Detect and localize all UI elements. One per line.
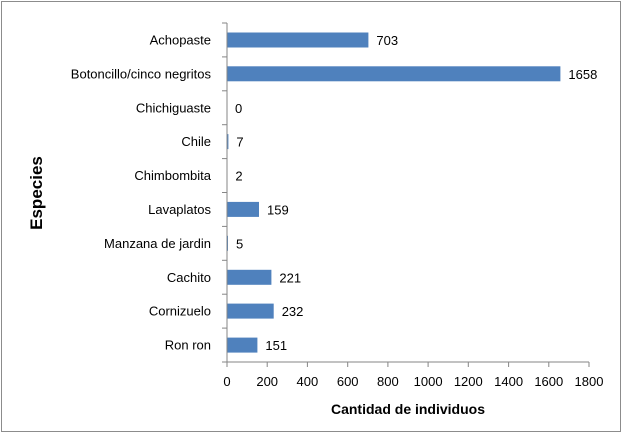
category-label: Cachito [167, 270, 211, 285]
data-label: 0 [235, 101, 242, 116]
data-label: 7 [236, 135, 243, 150]
data-label: 1658 [568, 67, 597, 82]
data-label: 151 [265, 338, 287, 353]
data-label: 232 [282, 304, 304, 319]
bar-6 [227, 201, 259, 217]
x-tick-label: 1600 [534, 374, 563, 389]
bar-1 [227, 32, 369, 48]
data-label: 159 [267, 202, 289, 217]
x-axis-title: Cantidad de individuos [331, 401, 485, 417]
category-label: Botoncillo/cinco negritos [71, 66, 212, 81]
bar-4 [227, 134, 229, 150]
x-tick-label: 800 [377, 374, 399, 389]
x-tick-label: 1800 [575, 374, 604, 389]
category-label: Cornizuelo [149, 304, 211, 319]
bar-2 [227, 66, 561, 82]
bar-8 [227, 269, 272, 285]
data-label: 221 [279, 270, 301, 285]
category-label: Chimbombita [134, 168, 211, 183]
bar-10 [227, 337, 258, 353]
data-label: 5 [236, 236, 243, 251]
axes [222, 22, 590, 367]
x-tick-label: 1200 [454, 374, 483, 389]
x-tick-label: 200 [256, 374, 278, 389]
bar-9 [227, 303, 274, 319]
category-label: Ron ron [165, 338, 211, 353]
category-label: Chile [181, 134, 211, 149]
category-label: Achopaste [150, 33, 211, 48]
data-label: 2 [235, 169, 242, 184]
x-tick-label: 600 [337, 374, 359, 389]
y-axis-title: Especies [27, 156, 46, 230]
category-label: Lavaplatos [148, 202, 211, 217]
x-tick-label: 1000 [414, 374, 443, 389]
category-labels: Achopaste Botoncillo/cinco negritos Chichi… [71, 33, 212, 353]
x-tick-label: 0 [223, 374, 230, 389]
x-tick-labels: 0 200 400 600 800 1000 1200 1400 1600 1800 [223, 374, 603, 389]
x-tick-label: 400 [297, 374, 319, 389]
x-tick-label: 1400 [494, 374, 523, 389]
category-label: Manzana de jardin [104, 236, 211, 251]
data-labels: 703 1658 0 7 2 159 5 221 232 151 [235, 33, 597, 353]
category-label: Chichiguaste [136, 100, 211, 115]
bars-group [227, 32, 561, 353]
data-label: 703 [376, 33, 398, 48]
